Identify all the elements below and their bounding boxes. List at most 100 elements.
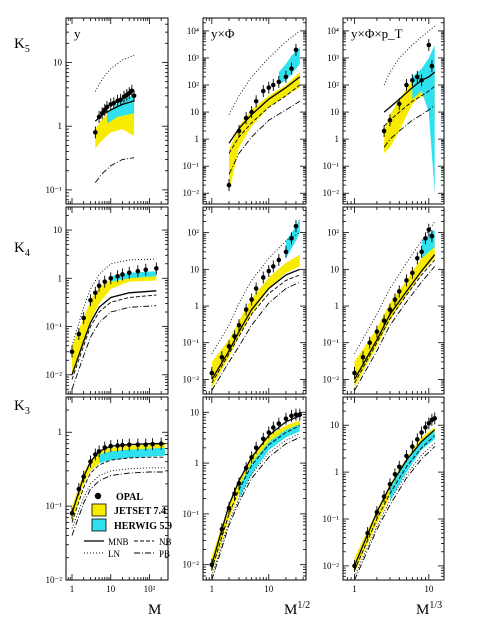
x-tick-label: 1 bbox=[210, 584, 215, 594]
opal-data-point bbox=[243, 307, 249, 312]
y-tick-label: 10² bbox=[187, 80, 199, 90]
panel-title: y bbox=[74, 26, 81, 41]
opal-data-point bbox=[426, 420, 432, 426]
opal-data-point bbox=[396, 464, 402, 470]
panel-6: 10⁻² 10⁻¹ 1 10 10² bbox=[323, 206, 445, 395]
opal-data-point bbox=[271, 82, 276, 88]
row-label-k4: K4 bbox=[14, 240, 30, 259]
opal-data-point bbox=[131, 93, 137, 99]
legend-pb-label: PB bbox=[159, 549, 170, 559]
pb-curve bbox=[354, 446, 436, 580]
plot-area bbox=[209, 218, 301, 391]
opal-data-point bbox=[404, 82, 409, 88]
x-tick-label: 10 bbox=[264, 584, 274, 594]
jetset-band bbox=[95, 107, 135, 149]
mnb-curve bbox=[211, 415, 301, 565]
opal-data-point bbox=[96, 283, 102, 289]
panel-frame bbox=[202, 396, 307, 581]
plot-area bbox=[69, 437, 165, 536]
opal-data-point bbox=[276, 421, 282, 426]
y-tick-label: 10⁻² bbox=[323, 561, 340, 571]
opal-data-point bbox=[69, 349, 75, 355]
y-tick-label: 10² bbox=[187, 228, 199, 238]
opal-data-point bbox=[293, 412, 299, 417]
opal-data-point bbox=[381, 494, 387, 499]
y-tick-label: 10² bbox=[327, 228, 339, 238]
jetset-band bbox=[72, 272, 157, 375]
opal-data-point bbox=[283, 74, 289, 80]
ln-curve bbox=[354, 442, 436, 577]
y-tick-label: 10⁻² bbox=[323, 188, 340, 198]
pb-curve bbox=[71, 471, 165, 536]
y-tick-label: 10⁻¹ bbox=[323, 161, 340, 171]
jetset-band bbox=[211, 254, 300, 388]
ln-curve bbox=[71, 258, 157, 346]
opal-data-point bbox=[396, 101, 402, 107]
opal-data-point bbox=[276, 257, 282, 263]
opal-data-point bbox=[392, 297, 398, 302]
opal-data-point bbox=[387, 481, 393, 487]
opal-data-point bbox=[154, 266, 159, 271]
x-tick-label: 10² bbox=[144, 584, 156, 594]
y-tick-label: 1 bbox=[195, 458, 200, 468]
y-tick-label: 10³ bbox=[187, 53, 199, 63]
panel-frame bbox=[202, 17, 307, 205]
opal-data-point bbox=[260, 436, 266, 442]
plot-area bbox=[226, 30, 301, 194]
opal-data-point bbox=[271, 264, 276, 269]
panel-9: 10⁻² 10⁻¹ 1 10 1 10 bbox=[323, 396, 445, 594]
opal-data-point bbox=[426, 42, 432, 48]
nb-curve bbox=[228, 84, 301, 154]
opal-data-point bbox=[243, 465, 249, 471]
y-tick-label: 1 bbox=[58, 121, 63, 131]
opal-data-point bbox=[143, 442, 149, 447]
y-tick-label: 10 bbox=[190, 264, 200, 274]
opal-data-point bbox=[135, 268, 141, 274]
plot-area bbox=[381, 25, 436, 194]
opal-data-point bbox=[226, 505, 232, 511]
opal-data-point bbox=[129, 88, 135, 94]
opal-data-point bbox=[219, 355, 225, 360]
opal-data-point bbox=[293, 223, 299, 229]
herwig-band bbox=[239, 424, 300, 499]
opal-data-point bbox=[423, 236, 428, 241]
opal-data-point bbox=[381, 318, 387, 323]
opal-data-point bbox=[283, 249, 289, 255]
opal-data-point bbox=[415, 74, 420, 80]
plot-area bbox=[93, 54, 137, 183]
opal-data-point bbox=[115, 443, 120, 448]
pb-curve bbox=[354, 266, 436, 391]
opal-data-point bbox=[253, 99, 259, 104]
mnb-curve bbox=[353, 429, 436, 567]
opal-data-point bbox=[135, 442, 141, 447]
y-tick-label: 1 bbox=[58, 427, 63, 437]
opal-data-point bbox=[108, 443, 114, 449]
herwig-band bbox=[278, 47, 300, 85]
opal-data-point bbox=[293, 47, 299, 53]
opal-data-point bbox=[93, 130, 98, 135]
mnb-curve bbox=[71, 290, 157, 376]
opal-data-point bbox=[81, 474, 86, 480]
opal-data-point bbox=[392, 471, 398, 477]
opal-data-point bbox=[404, 278, 409, 283]
pb-curve bbox=[211, 436, 300, 580]
ln-curve bbox=[228, 30, 301, 115]
y-tick-label: 1 bbox=[195, 301, 200, 311]
y-tick-label: 1 bbox=[195, 134, 200, 144]
opal-data-point bbox=[419, 430, 424, 435]
opal-data-point bbox=[423, 425, 428, 430]
opal-data-point bbox=[209, 562, 215, 568]
opal-data-point bbox=[415, 437, 420, 442]
y-tick-label: 10⁻¹ bbox=[323, 338, 340, 348]
x-tick-label: 10 bbox=[424, 584, 434, 594]
opal-data-point bbox=[410, 77, 415, 83]
opal-data-point bbox=[104, 104, 110, 110]
legend-jetset-label: JETSET 7.4 bbox=[114, 506, 166, 517]
panel-frame bbox=[342, 396, 445, 581]
y-tick-label: 10⁻¹ bbox=[183, 509, 200, 519]
panel-5: 10⁻² 10⁻¹ 1 10 10² bbox=[183, 206, 307, 395]
nb-curve bbox=[211, 274, 300, 384]
y-tick-label: 10² bbox=[327, 80, 339, 90]
opal-data-point bbox=[410, 270, 415, 276]
opal-data-point bbox=[236, 128, 242, 134]
